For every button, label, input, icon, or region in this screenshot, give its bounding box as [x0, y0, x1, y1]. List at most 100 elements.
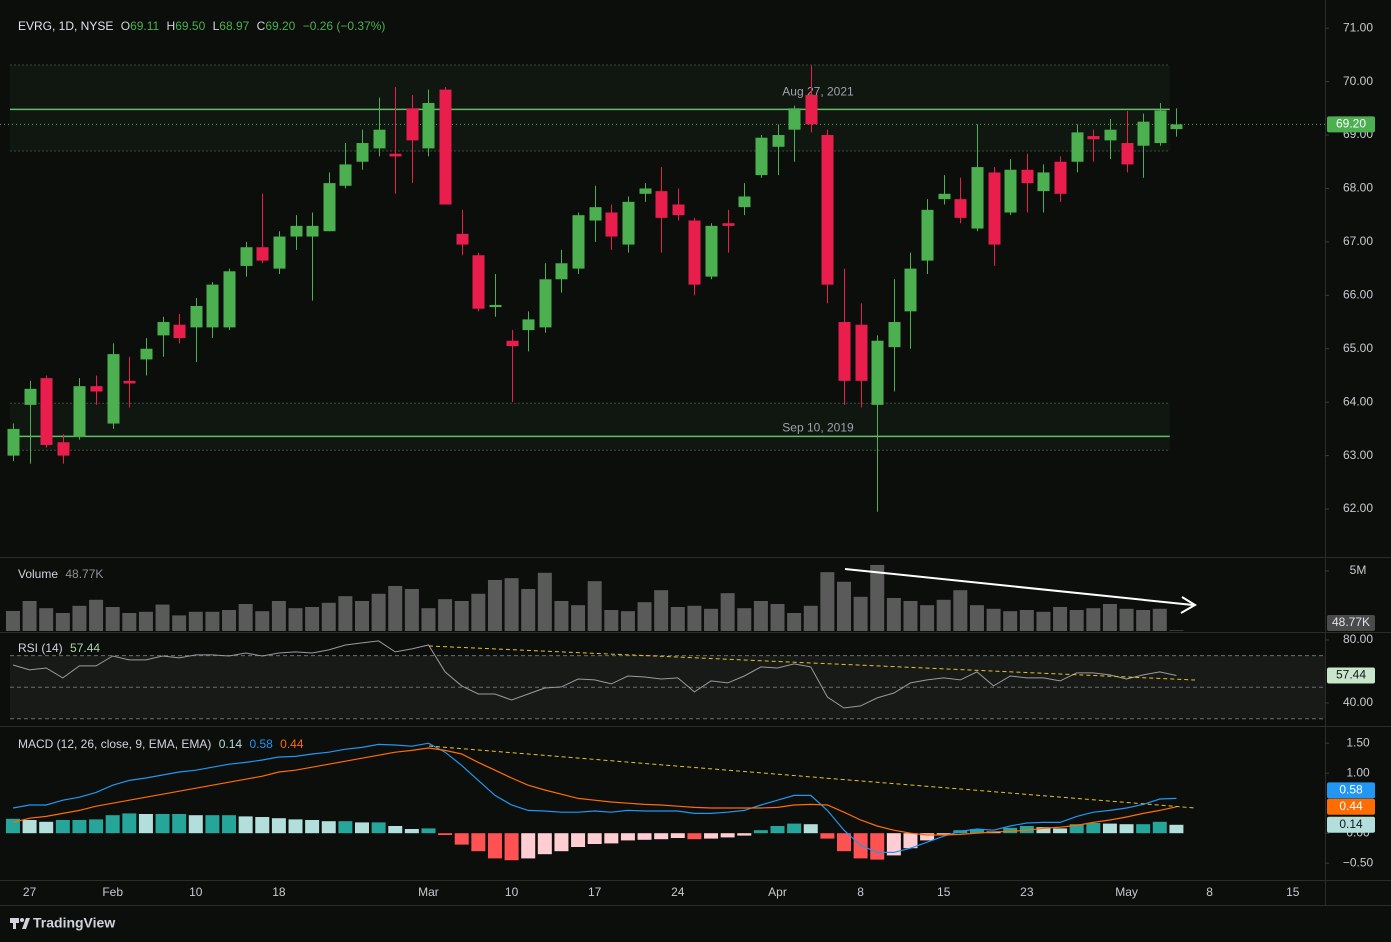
macd-histogram-bar	[338, 821, 353, 834]
candle-body	[323, 183, 336, 232]
candle-body	[539, 279, 552, 328]
candle-body	[24, 388, 37, 405]
x-tick-label: 18	[272, 885, 286, 899]
volume-bar	[188, 611, 203, 631]
logo-part	[13, 918, 16, 929]
volume-bar	[986, 608, 1001, 631]
macd-histogram-bar	[388, 826, 403, 834]
macd-histogram-bar	[720, 833, 735, 838]
x-tick-label: 17	[588, 885, 602, 899]
macd-histogram-bar	[554, 833, 569, 852]
candle-body	[456, 233, 469, 245]
volume-bar	[587, 581, 602, 631]
candle-body	[605, 212, 618, 237]
candle-body	[688, 220, 701, 285]
volume-bar	[787, 612, 802, 631]
candle-body	[755, 137, 768, 176]
logo-part	[22, 918, 30, 929]
volume-bar	[820, 572, 835, 631]
candle-body	[290, 225, 303, 237]
macd-histogram-bar	[803, 824, 818, 834]
x-tick-label: 8	[857, 885, 864, 899]
volume-bar	[39, 608, 54, 631]
macd-histogram-bar	[155, 814, 170, 834]
macd-histogram-bar	[471, 833, 486, 852]
volume-box	[1327, 615, 1375, 631]
x-tick-label: 8	[1206, 885, 1213, 899]
macd-histogram-bar	[571, 833, 586, 847]
plot-layer: Aug 27, 2021 Sep 10, 2019 62.00 63.00 64.00 6…	[0, 20, 1375, 899]
candle-body	[722, 223, 735, 226]
x-tick-label: 10	[505, 885, 519, 899]
macd-histogram-bar	[39, 821, 54, 834]
candle-body	[1137, 121, 1150, 146]
brand-name: TradingView	[33, 915, 115, 931]
macd-histogram-bar	[1053, 828, 1068, 834]
symbol-legend: EVRG, 1D, NYSE O69.11 H69.50 L68.97 C69.…	[18, 19, 389, 33]
macd-histogram-bar	[5, 818, 20, 834]
volume-bar	[487, 579, 502, 631]
volume-bar	[886, 597, 901, 631]
macd-histogram-bar	[753, 830, 768, 834]
volume-bar	[471, 593, 486, 631]
candle-body	[772, 135, 785, 147]
macd-histogram-bar	[222, 815, 237, 834]
volume-bar	[22, 600, 37, 631]
y-tick-label: 5M	[1350, 563, 1367, 577]
y-tick-label: −0.50	[1343, 855, 1374, 869]
candle-body	[589, 207, 602, 221]
signal-value-box	[1327, 798, 1375, 815]
candle-body	[439, 89, 452, 205]
volume-bar	[255, 611, 270, 631]
volume-bar	[5, 610, 20, 631]
candle-body	[157, 322, 170, 336]
volume-bar	[604, 609, 619, 631]
volume-bar	[720, 593, 735, 631]
macd-value-box	[1327, 782, 1375, 799]
y-tick-label: 62.00	[1343, 501, 1373, 515]
volume-bar	[404, 588, 419, 631]
volume-bar	[155, 604, 170, 631]
macd-histogram-bar	[886, 833, 901, 856]
candle-body	[871, 340, 884, 405]
macd-histogram-bar	[504, 833, 519, 861]
volume-bar	[920, 605, 935, 631]
macd-histogram-bar	[1169, 824, 1184, 834]
y-tick-label: 1.00	[1346, 765, 1370, 779]
candle-body	[938, 193, 951, 200]
volume-bar	[122, 612, 137, 631]
volume-bar	[438, 599, 453, 631]
candle-body	[240, 247, 253, 266]
x-tick-label: 10	[189, 885, 203, 899]
volume-bar	[1169, 630, 1184, 631]
candle-body	[406, 108, 419, 141]
rsi-box-text: 57.44	[1336, 668, 1366, 682]
volume-bar	[504, 578, 519, 631]
candle-body	[1037, 172, 1050, 192]
rsi-trendline	[428, 645, 1196, 681]
macd-line	[12, 742, 1177, 853]
candle-body	[506, 340, 519, 347]
y-tick-label: 66.00	[1343, 287, 1373, 301]
candle-body	[173, 324, 186, 339]
candle-body	[223, 271, 236, 328]
volume-bar	[222, 609, 237, 631]
candle-body	[1154, 110, 1167, 144]
volume-bar	[687, 605, 702, 631]
macd-value-box-text: 0.58	[1339, 783, 1363, 797]
volume-bar	[836, 581, 851, 631]
signal-line	[12, 747, 1177, 836]
histogram-value-box	[1327, 816, 1375, 833]
macd-histogram-bar	[371, 822, 386, 834]
macd-histogram-bar	[321, 821, 336, 834]
macd-histogram-bar	[438, 833, 453, 835]
macd-histogram-bar	[454, 833, 469, 845]
y-tick-label: 71.00	[1343, 20, 1373, 34]
candle-body	[356, 143, 369, 162]
volume-bar	[55, 612, 70, 631]
candle-body	[954, 199, 967, 218]
volume-bar	[554, 600, 569, 631]
y-tick-label: 80.00	[1343, 632, 1373, 646]
macd-histogram-bar	[271, 818, 286, 834]
volume-bar	[969, 605, 984, 631]
